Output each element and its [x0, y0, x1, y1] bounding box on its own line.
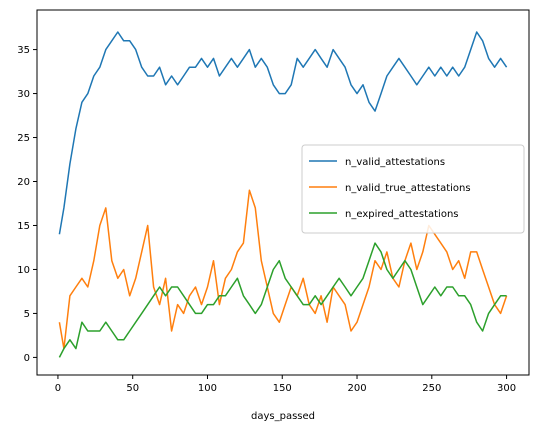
legend: n_valid_attestations n_valid_true_attesta…	[301, 144, 525, 234]
y-tick-label: 20	[17, 177, 30, 188]
x-tick-label: 150	[273, 383, 292, 394]
series-line-2	[58, 242, 507, 358]
plot-area-frame	[36, 9, 530, 376]
y-tick-label: 0	[24, 353, 30, 364]
x-tick-label: 300	[497, 383, 516, 394]
x-tick-label: 0	[55, 383, 61, 394]
x-axis-ticks: 0 50 100 150 200 250 300	[55, 375, 516, 394]
y-tick-label: 25	[17, 133, 30, 144]
y-tick-label: 5	[24, 309, 30, 320]
series-line-0	[58, 31, 508, 235]
x-axis-label: days_passed	[251, 411, 315, 422]
x-tick-label: 200	[347, 383, 366, 394]
y-tick-label: 15	[17, 221, 30, 232]
legend-label-2: n_expired_attestations	[345, 209, 459, 220]
x-tick-label: 50	[126, 383, 139, 394]
y-tick-label: 10	[17, 265, 30, 276]
y-axis-ticks: 0 5 10 15 20 25 30 35	[17, 45, 37, 364]
legend-box	[301, 144, 525, 234]
x-tick-label: 250	[422, 383, 441, 394]
y-tick-label: 35	[17, 45, 30, 56]
legend-label-1: n_valid_true_attestations	[345, 183, 471, 194]
y-tick-label: 30	[17, 89, 30, 100]
x-tick-label: 100	[198, 383, 217, 394]
legend-label-0: n_valid_attestations	[345, 157, 445, 168]
